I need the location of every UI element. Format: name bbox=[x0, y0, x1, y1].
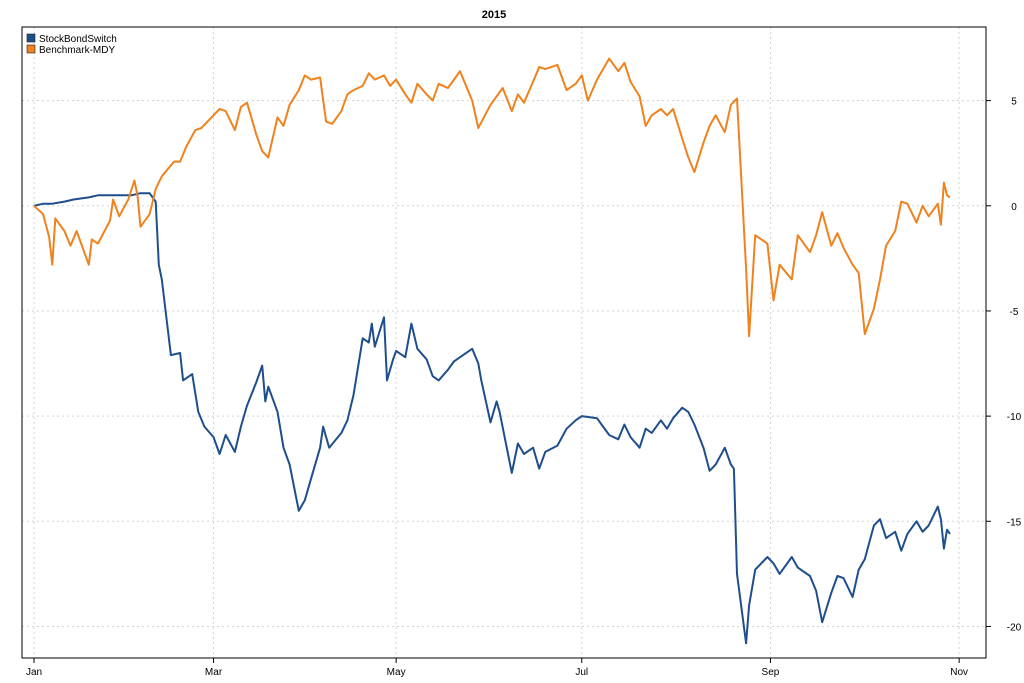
y-tick-label: 5 bbox=[1011, 97, 1017, 108]
x-tick-label: Jan bbox=[26, 667, 42, 678]
x-tick-label: Sep bbox=[762, 667, 780, 678]
legend-swatch bbox=[26, 44, 36, 54]
y-tick-label: -15 bbox=[1007, 517, 1022, 528]
x-tick-label: Jul bbox=[575, 667, 588, 678]
y-tick-label: -20 bbox=[1007, 622, 1022, 633]
x-tick-label: May bbox=[387, 667, 406, 678]
x-axis: Jan Mar May Jul Sep Nov bbox=[26, 658, 968, 678]
series-layer bbox=[33, 57, 951, 645]
y-axis: 5 0 -5 -10 -15 -20 bbox=[986, 97, 1022, 633]
chart-title: 2015 bbox=[482, 9, 506, 21]
series-line-stockbondswitch bbox=[33, 192, 951, 645]
plot-frame bbox=[21, 26, 987, 659]
y-tick-label: -5 bbox=[1010, 307, 1019, 318]
grid bbox=[22, 27, 986, 658]
y-tick-label: 0 bbox=[1011, 202, 1017, 213]
legend-label: Benchmark-MDY bbox=[39, 45, 115, 56]
legend-label: StockBondSwitch bbox=[39, 34, 117, 45]
legend-swatch bbox=[26, 33, 36, 43]
series-line-benchmark-mdy bbox=[33, 57, 951, 338]
x-tick-label: Mar bbox=[205, 667, 223, 678]
x-tick-label: Nov bbox=[950, 667, 968, 678]
y-tick-label: -10 bbox=[1007, 412, 1022, 423]
